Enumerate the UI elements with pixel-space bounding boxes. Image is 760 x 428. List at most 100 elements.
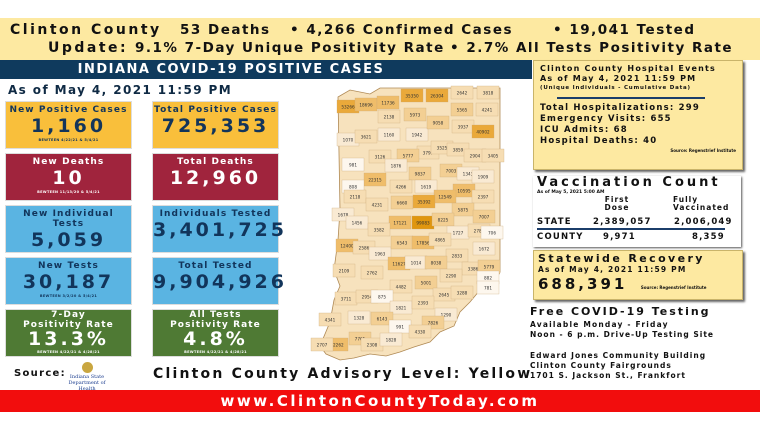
county-region xyxy=(425,88,449,103)
county-region xyxy=(389,279,413,294)
stat-date-range: BEWTEEN 4/22/21 & 4/28/21 xyxy=(37,350,100,354)
county-case-count: 7761 xyxy=(355,337,366,342)
county-case-count: 26304 xyxy=(430,94,444,99)
testing-address-2: Clinton County Fairgrounds xyxy=(530,361,672,370)
testing-address-3: 1701 S. Jackson St., Frankfort xyxy=(530,371,686,380)
county-region xyxy=(472,241,496,256)
county-region xyxy=(341,157,365,172)
county-case-count: 991 xyxy=(396,325,404,330)
county-case-count: 3525 xyxy=(437,146,448,151)
county-case-count: 35392 xyxy=(417,200,431,205)
county-region xyxy=(379,332,403,347)
county-region xyxy=(439,268,463,283)
county-region xyxy=(370,311,394,326)
testing-info: Free COVID-19 Testing Available Monday -… xyxy=(530,305,760,381)
county-region xyxy=(377,109,401,124)
county-case-count: 7007 xyxy=(479,215,490,220)
fully-vaccinated-header: Fully Vaccinated xyxy=(673,195,730,212)
hospital-stat: Total Hospitalizations: 299 xyxy=(540,103,700,113)
county-case-count: 1328 xyxy=(354,316,365,321)
county-region xyxy=(365,197,389,212)
county-case-count: 3621 xyxy=(361,135,372,140)
vax-first-dose: 2,389,057 xyxy=(593,217,652,227)
county-region xyxy=(343,189,367,204)
county-case-count: 5779 xyxy=(484,265,495,270)
recovery-source: Source: Regenstrief Institute xyxy=(640,285,707,290)
stat-value: 9,904,926 xyxy=(153,271,287,293)
county-case-count: 1672 xyxy=(479,247,490,252)
county-case-count: 3582 xyxy=(374,228,385,233)
county-region xyxy=(424,255,448,270)
county-case-count: 3126 xyxy=(375,155,386,160)
hospital-title: Clinton County Hospital Events xyxy=(540,64,716,73)
county-tested: • 19,041 Tested xyxy=(553,22,696,38)
county-case-count: 10595 xyxy=(457,189,471,194)
county-case-count: 53266 xyxy=(341,105,355,110)
county-case-count: 2762 xyxy=(367,271,378,276)
website-link[interactable]: www.ClintonCountyToday.com xyxy=(0,390,760,412)
stat-title: Total Positive Cases xyxy=(154,105,277,115)
stat-value: 725,353 xyxy=(161,115,270,137)
county-case-count: 17856 xyxy=(416,241,430,246)
county-case-count: 875 xyxy=(378,295,386,300)
stat-title: 7-Day Positivity Rate xyxy=(23,310,114,330)
county-case-count: 1070 xyxy=(343,138,354,143)
stat-title: New Positive Cases xyxy=(9,105,128,115)
county-case-count: 3288 xyxy=(457,291,468,296)
county-region xyxy=(471,169,495,184)
county-case-count: 12549 xyxy=(438,195,452,200)
county-region xyxy=(428,232,452,247)
vax-row-label: COUNTY xyxy=(537,232,584,242)
county-case-count: 2397 xyxy=(478,195,489,200)
county-region xyxy=(471,189,495,204)
county-case-count: 1727 xyxy=(453,231,464,236)
county-case-count: 1456 xyxy=(352,221,363,226)
county-region xyxy=(451,202,475,217)
county-case-count: 22315 xyxy=(368,178,382,183)
county-region xyxy=(431,212,455,227)
county-region xyxy=(414,275,438,290)
stat-date-range: BEWTEEN 4/22/21 & 5/4/21 xyxy=(38,138,99,142)
section-banner: INDIANA COVID-19 POSITIVE CASES xyxy=(0,60,532,79)
vax-row-label: STATE xyxy=(537,217,572,227)
county-case-count: 8225 xyxy=(438,218,449,223)
county-case-count: 4241 xyxy=(482,108,493,113)
county-region xyxy=(389,179,413,194)
county-case-count: 11627 xyxy=(392,262,406,267)
county-case-count: 18696 xyxy=(359,103,373,108)
county-region xyxy=(475,102,499,117)
county-case-count: 5565 xyxy=(457,108,468,113)
county-region xyxy=(368,246,392,261)
county-case-count: 3937 xyxy=(458,125,469,130)
hospital-source: Source: Regenstrief Institute xyxy=(670,148,736,153)
county-case-count: 17121 xyxy=(393,221,407,226)
county-case-count: 2904 xyxy=(470,154,481,159)
county-region xyxy=(411,295,435,310)
county-region xyxy=(363,172,387,187)
stat-title: Total Tested xyxy=(178,261,253,271)
county-case-count: 3818 xyxy=(483,91,494,96)
stat-value: 1,160 xyxy=(30,115,107,137)
county-region xyxy=(310,337,334,352)
county-name: Clinton County xyxy=(10,22,162,38)
stat-box: All Tests Positivity Rate 4.8% BEWTEEN 4/2… xyxy=(152,309,279,357)
stat-title: New Tests xyxy=(37,261,100,271)
county-region xyxy=(400,88,424,103)
stat-title: All Tests Positivity Rate xyxy=(170,310,261,330)
hospital-events-panel: Clinton County Hospital Events As of May… xyxy=(533,60,743,170)
county-case-count: 1160 xyxy=(384,133,395,138)
county-region xyxy=(332,263,356,278)
county-case-count: 1821 xyxy=(396,306,407,311)
county-region xyxy=(354,129,378,144)
stat-value: 3,401,725 xyxy=(153,219,287,241)
county-case-count: 4231 xyxy=(372,203,383,208)
county-case-count: 4482 xyxy=(396,285,407,290)
county-case-count: 8038 xyxy=(431,261,442,266)
county-case-count: 9058 xyxy=(433,121,444,126)
recovery-value: 688,391 xyxy=(538,275,628,293)
hospital-stat: Emergency Visits: 655 xyxy=(540,114,672,124)
county-case-count: 2784 xyxy=(474,229,485,234)
county-case-count: 2308 xyxy=(367,343,378,348)
county-region xyxy=(476,85,500,100)
